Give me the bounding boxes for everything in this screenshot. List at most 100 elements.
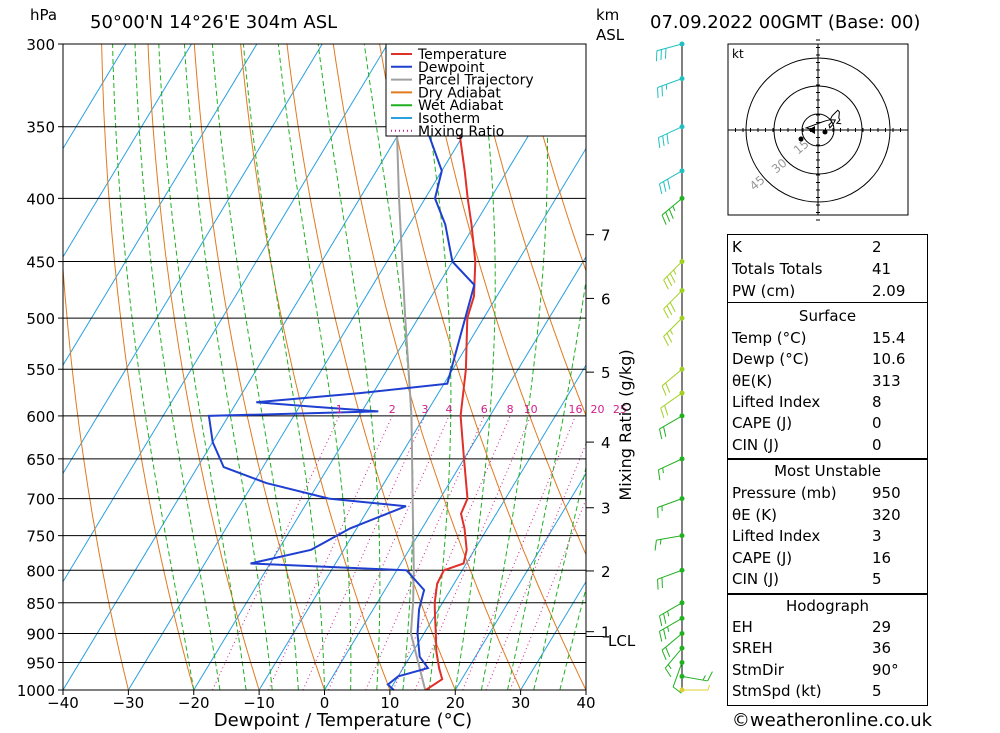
- parcel-trajectory-line: [393, 44, 427, 690]
- mixing-ratio-labels: 1 2 3 4 6 8 10 16 20 25: [336, 403, 627, 416]
- barb-flag: [661, 214, 667, 225]
- mixing-ratio-line: [267, 415, 393, 690]
- barb-half-flag: [667, 664, 672, 670]
- x-tick-label: 40: [576, 694, 595, 712]
- legend-label: Temperature: [417, 47, 507, 63]
- datetime-title: 07.09.2022 00GMT (Base: 00): [650, 12, 920, 33]
- dry-adiabat-line: [101, 44, 195, 690]
- barb-shaft: [659, 602, 683, 617]
- x-tick-label: 0: [320, 694, 330, 712]
- height-axis: 7 6 5 4 3 2 1: [585, 44, 611, 690]
- dry-adiabat-line: [518, 44, 586, 273]
- dry-adiabat-line: [240, 44, 391, 690]
- mixing-ratio-label: 10: [524, 403, 538, 416]
- mixing-ratio-label: 2: [389, 403, 396, 416]
- wet-adiabat-line: [134, 44, 221, 690]
- wet-adiabat-line: [480, 44, 548, 690]
- pressure-lines: [63, 43, 586, 691]
- height-tick-label: 1: [601, 624, 611, 642]
- hodograph-row: StmSpd (kt) 5: [732, 682, 882, 700]
- pressure-tick-label: 550: [26, 361, 55, 379]
- height-tick-label: 6: [601, 290, 611, 308]
- pressure-tick-label: 300: [26, 36, 55, 54]
- barb-flag: [663, 308, 669, 319]
- barb-half-flag: [702, 675, 706, 681]
- mixing-ratio-label: 8: [507, 403, 514, 416]
- mixing-ratio-line: [414, 415, 532, 690]
- barb-flag: [672, 686, 682, 694]
- surface-title: Surface: [798, 307, 857, 325]
- hodograph-trace: [804, 109, 842, 131]
- x-tick-label: 20: [446, 694, 465, 712]
- x-tick-label: −40: [47, 694, 79, 712]
- x-tick-label: −10: [243, 694, 275, 712]
- wet-adiabat-line: [507, 277, 586, 690]
- isotherm-line: [454, 472, 586, 690]
- pressure-tick-label: 450: [26, 254, 55, 272]
- surface-row: CAPE (J) 0: [732, 414, 882, 432]
- footer-credit: ©weatheronline.co.uk: [732, 710, 933, 731]
- barb-flag: [663, 613, 667, 624]
- hodograph-row: EH 29: [732, 618, 892, 636]
- asl-label: ASL: [596, 26, 625, 44]
- barb-flag: [661, 649, 667, 661]
- most-unstable-row: Pressure (mb) 950: [732, 484, 901, 502]
- x-tick-label: −30: [113, 694, 145, 712]
- barb-flag: [658, 631, 663, 642]
- legend-box: [385, 43, 587, 137]
- mixing-ratio-label: 6: [481, 403, 488, 416]
- pressure-tick-label: 650: [26, 451, 55, 469]
- barb-half-flag: [669, 329, 674, 335]
- barb-flag: [658, 615, 663, 627]
- barb-flag: [665, 211, 671, 222]
- hodograph-point: [798, 136, 804, 142]
- barb-flag: [665, 382, 671, 393]
- isotherm-line: [127, 44, 519, 690]
- surface-row: Dewp (°C) 10.6: [732, 350, 906, 368]
- hodograph-panel: Hodograph EH 29 SREH 36 StmDir 90° StmSpd (…: [727, 594, 928, 706]
- barb-half-flag: [667, 611, 670, 617]
- pressure-tick-label: 950: [26, 654, 55, 672]
- dewpoint-line: [207, 44, 476, 690]
- barb-flag: [658, 428, 663, 440]
- barb-half-flag: [659, 539, 662, 545]
- mixing-ratio-line: [462, 415, 576, 690]
- mixing-ratio-line: [328, 415, 450, 690]
- barb-flag: [669, 302, 676, 312]
- barb-flag: [664, 405, 669, 416]
- wet-adiabat-line: [211, 44, 299, 690]
- wet-adiabat-line: [242, 44, 325, 690]
- dry-adiabat-line: [63, 261, 129, 690]
- dry-adiabat-line: [982, 44, 1000, 690]
- barb-flag: [668, 208, 674, 219]
- barb-half-flag: [673, 269, 677, 275]
- barb-flag: [669, 273, 676, 283]
- barb-flag: [661, 385, 667, 396]
- mixing-ratio-line: [365, 415, 485, 690]
- lcl-label: LCL: [608, 632, 636, 650]
- wet-adiabat-line: [559, 586, 586, 690]
- barb-flag: [657, 137, 661, 149]
- height-tick-label: 7: [601, 227, 611, 245]
- pressure-tick-label: 350: [26, 119, 55, 137]
- barb-shaft: [660, 392, 683, 409]
- most-unstable-panel: Most Unstable Pressure (mb) 950 θE (K) 320…: [727, 459, 928, 594]
- index-row: PW (cm) 2.09: [732, 282, 906, 300]
- barb-shaft: [656, 43, 683, 52]
- legend-label: Dewpoint: [418, 60, 485, 76]
- pressure-tick-label: 900: [26, 625, 55, 643]
- barb-shaft: [661, 368, 683, 387]
- barb-shaft: [659, 415, 683, 430]
- surface-row: θE(K) 313: [732, 372, 901, 390]
- barb-flag: [666, 305, 673, 316]
- hodograph-unit-label: kt: [732, 47, 744, 61]
- wet-adiabat-line: [317, 44, 381, 690]
- surface-row: CIN (J) 0: [732, 436, 882, 454]
- barb-flag: [654, 540, 657, 551]
- barb-shaft: [661, 197, 683, 216]
- mixing-ratio-label: 4: [446, 403, 453, 416]
- barb-shaft: [657, 498, 683, 508]
- wet-adiabat-line: [533, 465, 586, 690]
- legend-label: Isotherm: [418, 111, 480, 127]
